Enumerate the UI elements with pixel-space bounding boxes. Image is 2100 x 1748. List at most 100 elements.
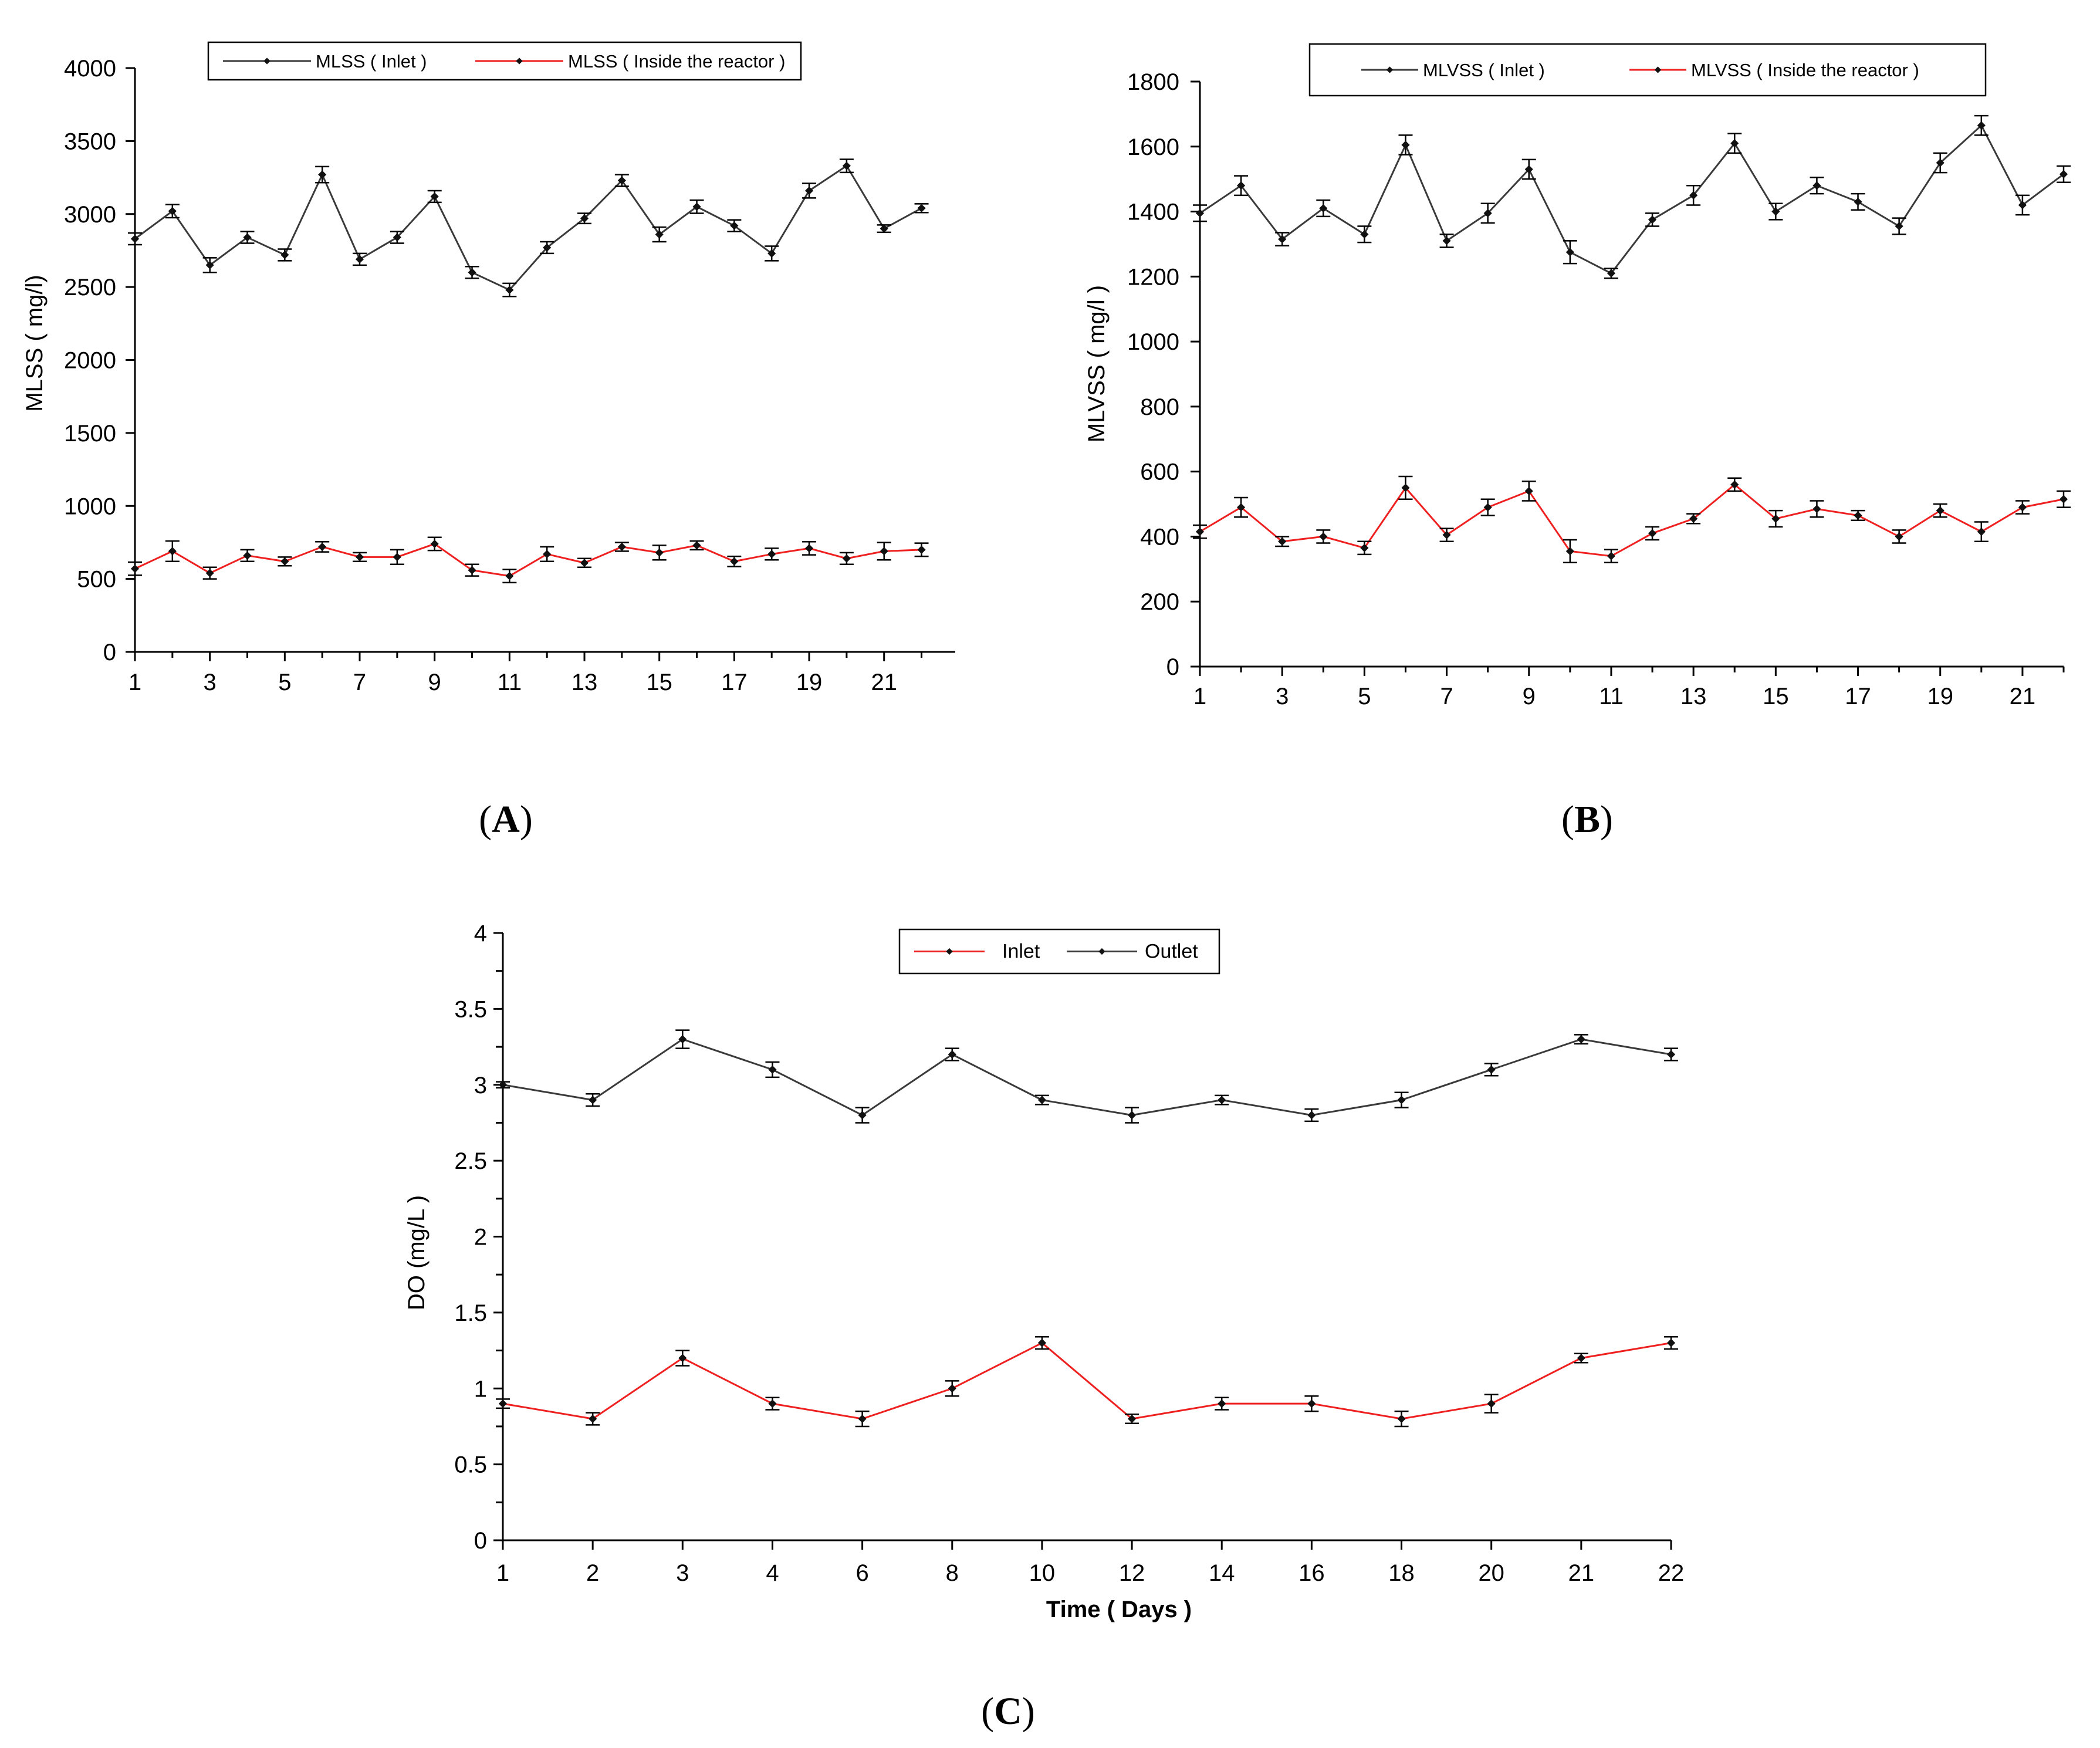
legend-marker [1654, 66, 1662, 73]
x-tick-label: 8 [946, 1560, 959, 1586]
data-point [130, 564, 140, 573]
y-tick-label: 1800 [1127, 69, 1179, 95]
data-point [1397, 1414, 1406, 1424]
data-point [468, 268, 476, 277]
data-point [768, 1399, 777, 1408]
data-point [1037, 1096, 1046, 1104]
data-point [768, 1065, 777, 1074]
y-tick-label: 3500 [64, 129, 116, 154]
y-tick-label: 1600 [1127, 134, 1179, 160]
y-tick-label: 500 [77, 567, 116, 593]
data-point [430, 539, 439, 548]
data-point [168, 207, 177, 215]
y-tick-label: 0.5 [454, 1452, 487, 1478]
data-point [730, 221, 739, 230]
series-line-red [134, 543, 922, 577]
data-point [617, 542, 626, 551]
y-tick-label: 1400 [1127, 200, 1179, 225]
y-axis-title: MLSS ( mg/l) [22, 275, 48, 411]
x-tick-label: 13 [572, 670, 598, 695]
legend-label: MLSS ( Inlet ) [316, 51, 427, 72]
x-tick-label: 21 [2010, 684, 2036, 709]
data-point [205, 261, 214, 269]
data-point [355, 255, 364, 263]
data-point [1854, 511, 1862, 520]
data-point [1487, 1065, 1496, 1074]
data-point [917, 204, 926, 212]
y-tick-label: 2.5 [454, 1148, 487, 1174]
data-point [1977, 528, 1986, 536]
data-point [1936, 506, 1945, 515]
x-tick-label: 15 [646, 670, 672, 695]
data-point [1401, 140, 1410, 150]
data-point [543, 550, 552, 559]
data-point [948, 1050, 956, 1059]
data-point [543, 243, 552, 252]
x-tick-label: 3 [676, 1560, 689, 1586]
data-point [280, 251, 289, 259]
data-point [1360, 230, 1369, 239]
data-point [580, 214, 589, 223]
data-point [617, 176, 626, 185]
data-point [430, 192, 439, 201]
data-point [804, 186, 814, 195]
data-point [243, 233, 252, 242]
legend-label: MLVSS ( Inside the reactor ) [1691, 60, 1919, 80]
data-point [498, 1399, 508, 1408]
x-tick-label: 5 [1358, 684, 1371, 709]
y-tick-label: 1000 [1127, 329, 1179, 355]
y-tick-label: 1500 [64, 421, 116, 447]
legend-marker [1098, 948, 1105, 955]
data-point [730, 557, 739, 566]
data-point [1577, 1035, 1585, 1044]
y-tick-label: 0 [103, 640, 116, 665]
y-tick-label: 200 [1140, 589, 1179, 615]
chart-panel-c: 00.511.522.533.541 2 3 4 6 8 10 12 14 16 18 20 21 22D… [404, 921, 1684, 1622]
data-point [393, 233, 401, 242]
x-tick-label: 17 [1845, 684, 1871, 709]
y-tick-label: 2500 [64, 275, 116, 300]
x-axis-title: Time ( Days ) [1046, 1597, 1192, 1622]
data-point [1577, 1354, 1585, 1362]
x-tick-label: 1 [1193, 684, 1206, 709]
legend-marker [1386, 66, 1394, 73]
legend: MLSS ( Inlet ) MLSS ( Inside the reactor … [207, 41, 802, 81]
x-tick-label: 2 [586, 1560, 599, 1586]
data-point [505, 572, 514, 580]
y-tick-label: 1000 [64, 493, 116, 519]
data-point [130, 234, 140, 244]
data-point [917, 545, 926, 554]
x-tick-label: 9 [428, 670, 441, 695]
x-tick-label: 16 [1298, 1560, 1325, 1586]
data-point [880, 224, 888, 233]
data-point [318, 542, 327, 551]
data-point [1854, 197, 1862, 207]
legend-label: Inlet [1002, 941, 1040, 963]
x-tick-label: 11 [498, 670, 522, 695]
data-point [1319, 532, 1328, 541]
data-point [655, 230, 664, 239]
x-tick-label: 20 [1478, 1560, 1504, 1586]
data-point [2059, 495, 2068, 503]
data-point [318, 170, 327, 179]
series-line-black [134, 164, 922, 291]
y-tick-label: 3.5 [454, 996, 487, 1022]
data-point [655, 548, 664, 557]
x-tick-label: 9 [1523, 684, 1536, 709]
data-point [205, 569, 214, 577]
data-point [767, 550, 776, 559]
data-point [1565, 248, 1574, 256]
data-point [1666, 1338, 1676, 1347]
data-point [1218, 1096, 1226, 1104]
x-tick-label: 10 [1029, 1560, 1056, 1586]
y-tick-label: 400 [1140, 524, 1179, 550]
x-tick-label: 15 [1763, 684, 1789, 709]
data-point [842, 554, 851, 563]
legend: MLVSS ( Inlet ) MLVSS ( Inside the reacto… [1308, 43, 1987, 97]
y-tick-label: 0 [1166, 654, 1179, 680]
data-point [767, 249, 776, 258]
data-point [498, 1080, 508, 1089]
data-point [692, 541, 701, 550]
